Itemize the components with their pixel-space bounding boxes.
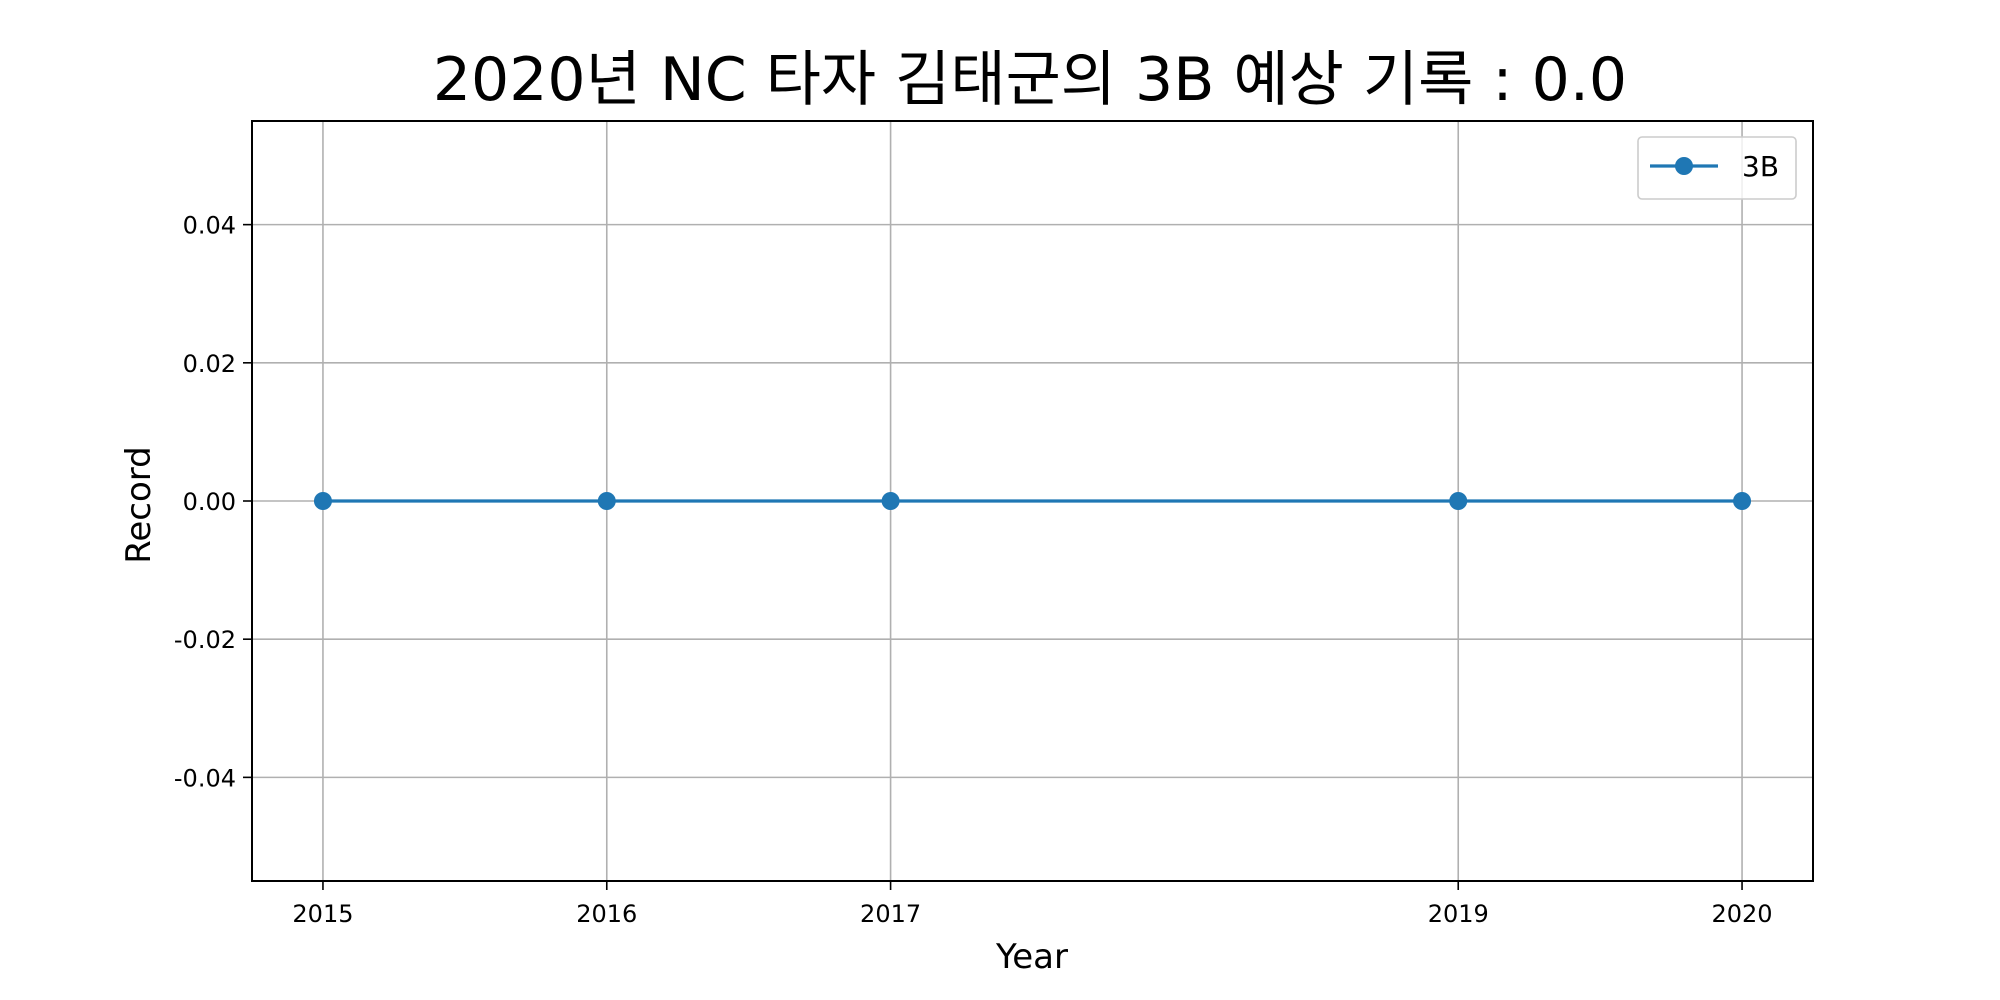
series-layer [313, 492, 1752, 510]
x-axis-label: Year [995, 937, 1068, 977]
y-tick-label: -0.04 [174, 764, 236, 792]
y-axis-label: Record [119, 446, 159, 563]
axis-ticks: 2015 2016 2017 2019 2020 -0.04 -0.02 0.00 0.02 0.… [174, 212, 1773, 928]
legend-frame [1637, 136, 1797, 200]
chart-title: 2020년 NC 타자 김태군의 3B 예상 기록 : 0.0 [433, 45, 1627, 115]
x-tick-label: 2020 [1712, 900, 1773, 928]
legend: 3B [1637, 136, 1797, 200]
data-point [1449, 492, 1468, 510]
x-tick-label: 2016 [576, 900, 637, 928]
legend-marker-3b [1675, 157, 1693, 175]
y-tick-label: 0.00 [183, 488, 236, 516]
x-tick-label: 2019 [1428, 900, 1489, 928]
x-tick-label: 2015 [292, 900, 353, 928]
y-tick-label: 0.04 [183, 212, 236, 240]
y-tick-label: 0.02 [183, 350, 236, 378]
data-point [313, 492, 332, 510]
y-tick-label: -0.02 [174, 626, 236, 654]
data-point [597, 492, 616, 510]
x-tick-label: 2017 [860, 900, 921, 928]
data-point [881, 492, 900, 510]
data-point [1733, 492, 1752, 510]
legend-label-3b: 3B [1742, 150, 1779, 183]
